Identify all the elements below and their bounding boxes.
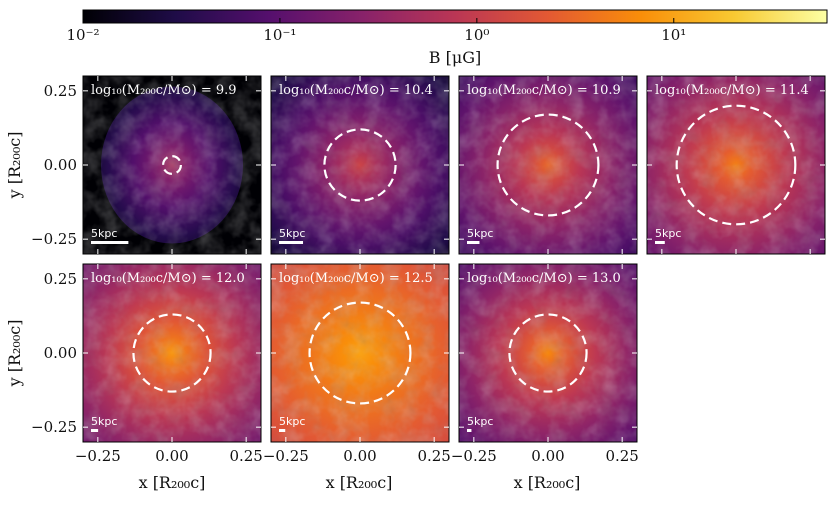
panel-label: log₁₀(M₂₀₀c/M⊙) = 13.0 xyxy=(467,271,621,286)
colorbar-ticks: 10⁻² 10⁻¹ 10⁰ 10¹ xyxy=(66,18,686,44)
panel-11.4: log₁₀(M₂₀₀c/M⊙) = 11.4 5kpc xyxy=(646,75,826,255)
scale-bar-label: 5kpc xyxy=(655,227,681,240)
y-tick-label: −0.25 xyxy=(31,418,77,436)
scale-bar xyxy=(91,241,129,244)
y-tick-label: 0.25 xyxy=(44,270,77,288)
r200-circle xyxy=(675,104,797,226)
field-texture xyxy=(271,76,449,254)
scale-bar xyxy=(467,429,472,432)
field-map xyxy=(271,264,449,442)
panel-label: log₁₀(M₂₀₀c/M⊙) = 10.4 xyxy=(279,83,433,98)
panels: log₁₀(M₂₀₀c/M⊙) = 9.95kpc0.250.00−0.25lo… xyxy=(31,75,826,465)
y-tick-label: −0.25 xyxy=(31,230,77,248)
panel-13: log₁₀(M₂₀₀c/M⊙) = 13.0 5kpc −0.25 0.00 0.25 xyxy=(451,263,639,465)
colorbar-tick-label: 10¹ xyxy=(661,26,686,44)
field-map xyxy=(271,76,449,254)
panel-12: log₁₀(M₂₀₀c/M⊙) = 12.0 5kpc 0.25 0.00 −0.25 −… xyxy=(31,263,263,465)
panel-label: log₁₀(M₂₀₀c/M⊙) = 12.0 xyxy=(91,271,245,286)
field-texture xyxy=(83,264,261,442)
xlabel-col2: x [R₂₀₀c] xyxy=(326,473,393,492)
field-texture xyxy=(459,76,637,254)
panel-label: log₁₀(M₂₀₀c/M⊙) = 10.9 xyxy=(467,83,621,98)
x-tick-label: 0.00 xyxy=(531,447,564,465)
scale-bar-label: 5kpc xyxy=(467,227,493,240)
r200-circle xyxy=(323,128,397,202)
scale-bar-label: 5kpc xyxy=(279,227,305,240)
scale-bar-label: 5kpc xyxy=(467,415,493,428)
panel-9.9: log₁₀(M₂₀₀c/M⊙) = 9.9 5kpc 0.25 0.00 −0.25 xyxy=(31,75,262,255)
r200-circle xyxy=(308,301,412,405)
x-tick-label: 0.00 xyxy=(343,447,376,465)
x-tick-label: 0.25 xyxy=(229,447,262,465)
r200-circle xyxy=(508,313,588,393)
ylabel-row2: y [R₂₀₀c] xyxy=(5,320,24,388)
scale-bar xyxy=(655,241,665,244)
panel-label: log₁₀(M₂₀₀c/M⊙) = 9.9 xyxy=(91,83,237,98)
scale-bar-label: 5kpc xyxy=(91,227,117,240)
colorbar-bar xyxy=(82,9,828,24)
xlabel-col3: x [R₂₀₀c] xyxy=(514,473,581,492)
field-texture xyxy=(83,76,261,254)
field-map xyxy=(83,264,261,442)
scale-bar xyxy=(467,241,480,244)
scale-bar-label: 5kpc xyxy=(91,415,117,428)
r200-circle xyxy=(496,113,600,217)
x-tick-label: −0.25 xyxy=(263,447,309,465)
y-tick-label: 0.00 xyxy=(44,156,77,174)
panel-label: log₁₀(M₂₀₀c/M⊙) = 11.4 xyxy=(655,83,809,98)
x-tick-label: 0.00 xyxy=(155,447,188,465)
panel-label: log₁₀(M₂₀₀c/M⊙) = 12.5 xyxy=(279,271,433,286)
panel-12.5: log₁₀(M₂₀₀c/M⊙) = 12.5 5kpc −0.25 0.00 0.25 xyxy=(263,263,451,465)
colorbar-label: B [μG] xyxy=(429,48,482,67)
scale-bar xyxy=(279,429,286,432)
scale-bar xyxy=(279,241,304,244)
y-tick-label: 0.25 xyxy=(44,82,77,100)
x-tick-label: 0.25 xyxy=(417,447,450,465)
x-tick-label: −0.25 xyxy=(75,447,121,465)
colorbar-tick-label: 10⁻² xyxy=(66,26,99,44)
scale-bar-label: 5kpc xyxy=(279,415,305,428)
colorbar-tick-label: 10⁻¹ xyxy=(263,26,296,44)
y-tick-label: 0.00 xyxy=(44,344,77,362)
field-map xyxy=(459,76,637,254)
panel-10.4: log₁₀(M₂₀₀c/M⊙) = 10.4 5kpc xyxy=(270,75,450,255)
panel-10.9: log₁₀(M₂₀₀c/M⊙) = 10.9 5kpc xyxy=(458,75,638,255)
r200-circle xyxy=(132,313,212,393)
field-map xyxy=(83,76,261,254)
scale-bar xyxy=(91,429,99,432)
field-map xyxy=(459,264,637,442)
xlabel-col1: x [R₂₀₀c] xyxy=(139,473,206,492)
field-texture xyxy=(459,264,637,442)
colorbar-tick-label: 10⁰ xyxy=(464,26,489,44)
x-tick-label: −0.25 xyxy=(451,447,497,465)
colorbar: 10⁻² 10⁻¹ 10⁰ 10¹ B [μG] xyxy=(66,9,828,67)
x-tick-label: 0.25 xyxy=(605,447,638,465)
r200-circle xyxy=(162,155,183,176)
ylabel-row1: y [R₂₀₀c] xyxy=(5,132,24,200)
field-texture xyxy=(271,264,449,442)
